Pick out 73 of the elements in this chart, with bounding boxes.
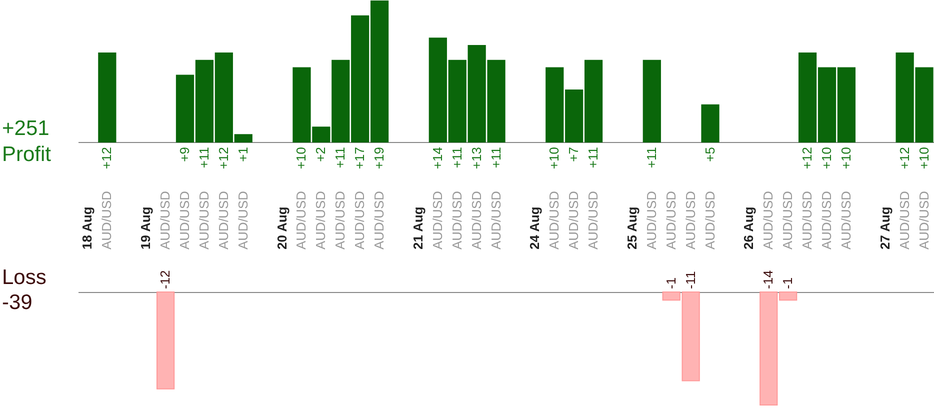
data-label: +11 [586, 147, 601, 168]
x-tick-label: AUD/USD [235, 190, 250, 250]
bar [642, 60, 661, 142]
data-label: +14 [430, 147, 445, 170]
x-tick-label: AUD/USD [682, 190, 698, 250]
data-label: +12 [896, 147, 912, 170]
x-tick-label: AUD/USD [566, 190, 582, 250]
x-tick-label: 26 Aug [741, 206, 756, 250]
data-label: +10 [838, 147, 854, 170]
y-axis-title: Loss [2, 266, 46, 289]
x-tick-label: AUD/USD [158, 190, 173, 250]
x-tick-label: 21 Aug [410, 206, 426, 250]
data-label: +11 [332, 147, 348, 168]
x-tick-label: AUD/USD [332, 190, 348, 250]
data-label: +12 [99, 147, 114, 170]
x-tick-label: 19 Aug [138, 206, 154, 250]
data-label: +7 [566, 147, 582, 162]
bar [98, 52, 116, 142]
x-tick-label: AUD/USD [663, 190, 678, 250]
x-tick-label: AUD/USD [702, 190, 718, 250]
x-tick-label: AUD/USD [780, 190, 796, 250]
x-tick-label: AUD/USD [800, 190, 815, 250]
x-tick-label: AUD/USD [294, 190, 309, 250]
data-label: +5 [702, 147, 718, 162]
x-tick-label: 20 Aug [274, 206, 290, 250]
data-label: +19 [372, 147, 387, 170]
x-tick-label: AUD/USD [546, 190, 562, 250]
data-label: +2 [313, 147, 328, 162]
y-axis-title: Profit [2, 143, 52, 166]
x-tick-label: 25 Aug [624, 206, 640, 250]
x-tick-label: AUD/USD [838, 190, 854, 250]
x-tick-label: AUD/USD [819, 190, 834, 250]
x-tick-label: AUD/USD [352, 190, 368, 250]
x-tick-label: AUD/USD [644, 190, 659, 250]
data-label: +17 [352, 147, 368, 170]
data-label: -1 [780, 277, 796, 289]
data-label: +9 [177, 147, 192, 162]
data-label: -11 [682, 271, 698, 289]
x-tick-label: AUD/USD [430, 190, 445, 250]
x-tick-label: AUD/USD [372, 190, 387, 250]
data-label: -1 [663, 277, 678, 289]
data-label: +10 [294, 147, 309, 170]
x-tick-label: AUD/USD [99, 190, 114, 250]
bar [701, 104, 720, 142]
data-label: +12 [800, 147, 815, 170]
x-tick-label: AUD/USD [586, 190, 601, 250]
data-label: +1 [235, 147, 250, 162]
data-label: -12 [158, 270, 173, 289]
text: -39 [2, 291, 32, 314]
x-tick-label: AUD/USD [313, 190, 328, 250]
x-tick-label: AUD/USD [216, 190, 231, 250]
x-tick-label: AUD/USD [488, 190, 504, 250]
text: +251 [2, 117, 50, 140]
data-label: +11 [488, 147, 504, 168]
x-tick-label: AUD/USD [916, 190, 932, 250]
data-label: +12 [216, 147, 231, 170]
x-tick-label: AUD/USD [896, 190, 912, 250]
data-label: +10 [546, 147, 562, 170]
x-tick-label: AUD/USD [196, 190, 212, 250]
data-label: +11 [449, 147, 464, 168]
x-tick-label: 27 Aug [877, 206, 892, 250]
x-tick-label: AUD/USD [468, 190, 484, 250]
x-tick-label: AUD/USD [449, 190, 464, 250]
data-label: +10 [819, 147, 834, 170]
data-label: +11 [644, 147, 659, 168]
data-label: -14 [760, 270, 776, 289]
x-tick-label: AUD/USD [177, 190, 192, 250]
x-tick-label: 24 Aug [527, 206, 542, 250]
data-label: +13 [468, 147, 484, 170]
x-tick-label: AUD/USD [760, 190, 776, 250]
data-label: +10 [916, 147, 932, 170]
x-tick-label: 18 Aug [80, 206, 95, 250]
data-label: +11 [196, 147, 212, 168]
